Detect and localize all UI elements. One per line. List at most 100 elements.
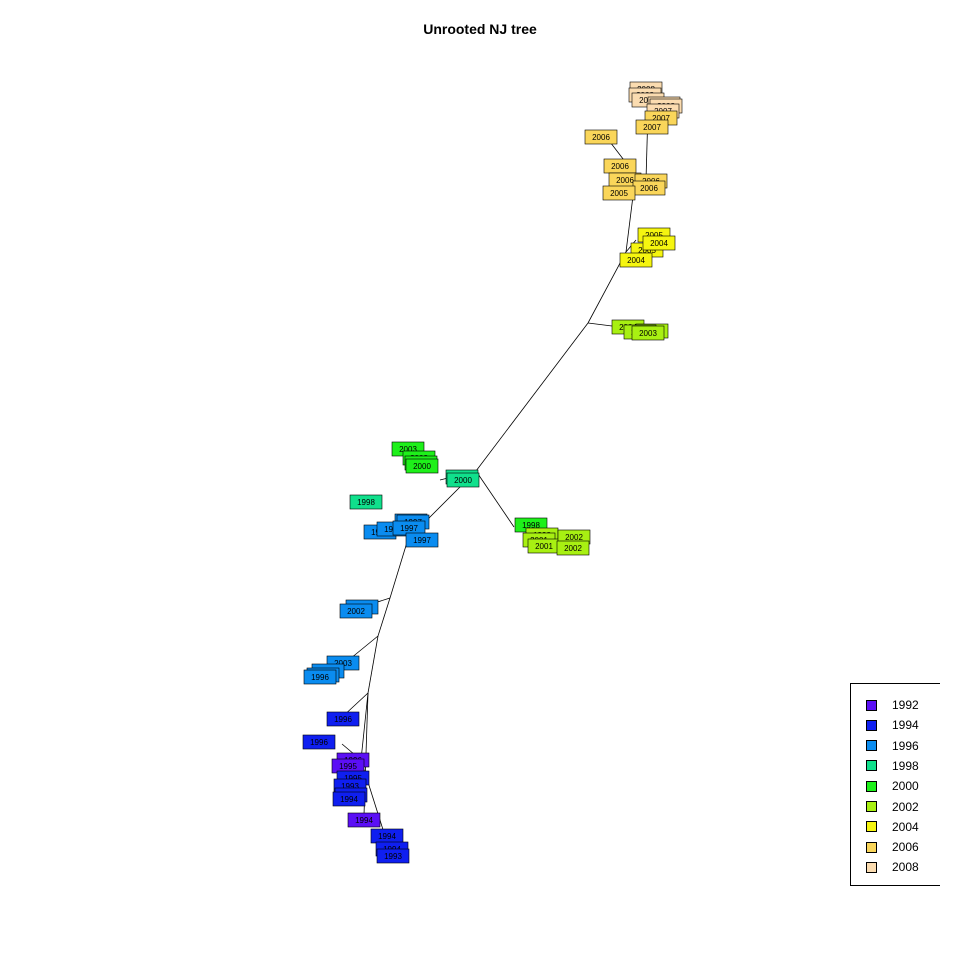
legend-item: 1996 xyxy=(866,738,919,754)
tip-text: 2006 xyxy=(640,184,658,193)
tip-text: 2006 xyxy=(592,133,610,142)
tip-text: 1995 xyxy=(339,762,357,771)
tip-text: 1994 xyxy=(378,832,396,841)
legend-item: 2002 xyxy=(866,799,919,815)
tip-text: 2001 xyxy=(535,542,553,551)
tip-box xyxy=(556,540,590,556)
legend: 1992 1994 1996 1998 2000 2002 2004 2006 2008 xyxy=(850,683,940,886)
tip-box xyxy=(405,532,439,548)
tree-branch xyxy=(587,251,627,324)
legend-label: 2002 xyxy=(892,799,919,814)
tree-branch xyxy=(360,692,369,761)
tip-box xyxy=(332,791,366,807)
tip-box xyxy=(602,185,636,201)
tip-text: 1994 xyxy=(340,795,358,804)
legend-label: 2006 xyxy=(892,840,919,855)
tip-box xyxy=(642,235,676,251)
tip-text: 2005 xyxy=(610,189,628,198)
legend-item: 1998 xyxy=(866,758,919,774)
tip-box xyxy=(446,472,480,488)
tip-box xyxy=(349,494,383,510)
tip-label: 2002 xyxy=(339,603,373,619)
tip-label: 1996 xyxy=(326,711,360,727)
tip-text: 2007 xyxy=(643,123,661,132)
tree-branch xyxy=(389,538,409,599)
tree-branch xyxy=(625,195,634,253)
tip-label: 1996 xyxy=(303,669,337,685)
tip-text: 1998 xyxy=(522,521,540,530)
tip-label: 2000 xyxy=(405,458,439,474)
legend-swatch xyxy=(866,780,877,792)
legend-label: 1994 xyxy=(892,718,919,733)
tip-box xyxy=(339,603,373,619)
tip-label: 1996 xyxy=(302,734,336,750)
tip-label: 2004 xyxy=(642,235,676,251)
tip-box xyxy=(347,812,381,828)
tip-label: 1997 xyxy=(392,520,426,536)
legend-item: 2004 xyxy=(866,819,919,835)
tip-box xyxy=(376,848,410,864)
tip-box xyxy=(635,119,669,135)
tip-box xyxy=(631,325,665,341)
tree-branch xyxy=(475,470,515,528)
tip-text: 2007 xyxy=(652,114,670,123)
legend-label: 1998 xyxy=(892,758,919,773)
tip-text: 2004 xyxy=(650,239,668,248)
legend-item: 2000 xyxy=(866,778,919,794)
tree-tips: 2008200820082008200820072007200720062006… xyxy=(302,81,683,864)
tip-label: 2006 xyxy=(632,180,666,196)
legend-label: 1996 xyxy=(892,738,919,753)
legend-label: 1992 xyxy=(892,698,919,712)
legend-swatch xyxy=(866,699,877,711)
tip-text: 1996 xyxy=(310,738,328,747)
tip-text: 2006 xyxy=(616,176,634,185)
legend-item: 1994 xyxy=(866,717,919,733)
legend-swatch xyxy=(866,821,877,833)
legend-label: 2004 xyxy=(892,819,919,834)
tip-box xyxy=(326,711,360,727)
tip-text: 2000 xyxy=(413,462,431,471)
tip-box xyxy=(303,669,337,685)
tip-text: 1994 xyxy=(355,816,373,825)
tip-label: 2001 xyxy=(527,538,561,554)
legend-label: 2000 xyxy=(892,779,919,794)
tip-label: 1998 xyxy=(349,494,383,510)
tip-box xyxy=(619,252,653,268)
legend-swatch xyxy=(866,801,877,812)
tip-label: 2006 xyxy=(584,129,618,145)
legend-swatch xyxy=(866,740,877,752)
tip-text: 2005 xyxy=(638,246,656,255)
legend-item: 1992 xyxy=(866,697,919,713)
tip-box xyxy=(405,458,439,474)
tip-text: 2006 xyxy=(611,162,629,171)
legend-swatch xyxy=(866,760,877,772)
tip-label: 2005 xyxy=(602,185,636,201)
tip-label: 1993 xyxy=(376,848,410,864)
legend-label: 2008 xyxy=(892,860,919,875)
tip-text: 2002 xyxy=(347,607,365,616)
tip-label: 2000 xyxy=(446,472,480,488)
tip-text: 1997 xyxy=(413,536,431,545)
tip-label: 2006 xyxy=(603,158,637,174)
tip-text: 2003 xyxy=(639,329,657,338)
tree-branches xyxy=(339,109,649,837)
tip-box xyxy=(584,129,618,145)
tip-text: 2005 xyxy=(645,231,663,240)
tip-text: 2000 xyxy=(454,476,472,485)
tip-text: 1993 xyxy=(341,782,359,791)
tip-label: 2004 xyxy=(619,252,653,268)
tree-branch xyxy=(377,597,391,637)
tree-branch xyxy=(587,322,613,327)
legend-item: 2008 xyxy=(866,859,919,875)
tip-text: 2002 xyxy=(565,533,583,542)
tip-label: 2007 xyxy=(635,119,669,135)
tip-text: 1996 xyxy=(311,673,329,682)
tip-text: 1997 xyxy=(400,524,418,533)
tip-label: 1994 xyxy=(347,812,381,828)
tip-text: 1996 xyxy=(334,715,352,724)
tree-branch xyxy=(367,635,379,694)
tip-text: 2002 xyxy=(564,544,582,553)
tip-label: 1994 xyxy=(370,828,404,844)
tip-text: 1998 xyxy=(357,498,375,507)
